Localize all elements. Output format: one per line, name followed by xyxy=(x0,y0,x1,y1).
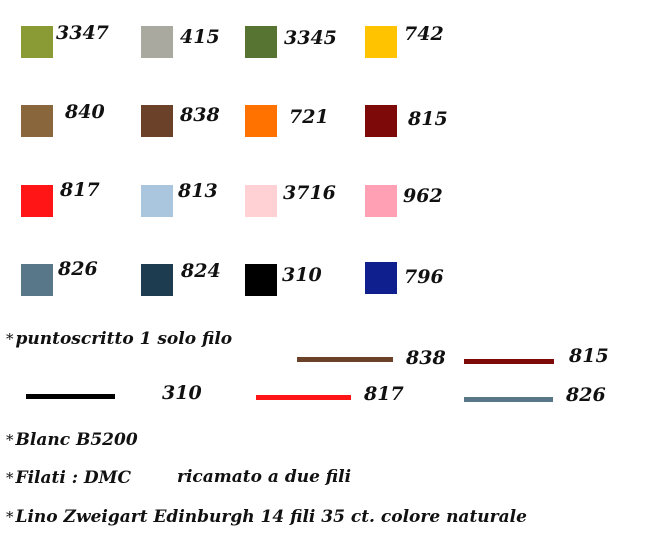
swatch-code: 817 xyxy=(60,179,100,201)
backstitch-line-838 xyxy=(297,357,393,362)
swatch-code: 3345 xyxy=(284,27,337,49)
swatch-813 xyxy=(141,185,173,217)
swatch-815 xyxy=(365,105,397,137)
backstitch-line-826 xyxy=(464,397,553,402)
backstitch-label: puntoscritto 1 solo filo xyxy=(15,329,233,349)
swatch-code: 742 xyxy=(404,23,444,45)
swatch-415 xyxy=(141,26,173,58)
note-lino: * Lino Zweigart Edinburgh 14 fili 35 ct. … xyxy=(6,509,527,526)
backstitch-code: 815 xyxy=(569,345,609,367)
swatch-310 xyxy=(245,264,277,296)
swatch-840 xyxy=(21,105,53,137)
swatch-code: 962 xyxy=(403,185,443,207)
asterisk-icon: * xyxy=(6,469,14,487)
backstitch-code: 826 xyxy=(566,384,606,406)
note-lino-text: Lino Zweigart Edinburgh 14 fili 35 ct. c… xyxy=(15,507,527,527)
note-filati: * Filati : DMC xyxy=(6,470,131,487)
swatch-817 xyxy=(21,185,53,217)
backstitch-code: 838 xyxy=(406,347,446,369)
backstitch-code: 817 xyxy=(364,383,404,405)
asterisk-icon: * xyxy=(6,330,14,348)
swatch-code: 838 xyxy=(180,104,220,126)
swatch-code: 3716 xyxy=(283,182,336,204)
asterisk-icon: * xyxy=(6,431,14,449)
swatch-code: 826 xyxy=(58,258,98,280)
swatch-742 xyxy=(365,26,397,58)
swatch-code: 721 xyxy=(289,106,329,128)
swatch-code: 415 xyxy=(180,26,220,48)
swatch-code: 310 xyxy=(282,264,322,286)
note-blanc-text: Blanc B5200 xyxy=(15,430,138,450)
swatch-code: 3347 xyxy=(56,22,109,44)
swatch-code: 815 xyxy=(408,108,448,130)
swatch-3347 xyxy=(21,26,53,58)
asterisk-icon: * xyxy=(6,508,14,526)
swatch-826 xyxy=(21,264,53,296)
note-blanc: * Blanc B5200 xyxy=(6,432,138,449)
backstitch-line-310 xyxy=(26,394,115,399)
swatch-796 xyxy=(365,262,397,294)
swatch-3716 xyxy=(245,185,277,217)
swatch-code: 824 xyxy=(181,260,221,282)
backstitch-line-817 xyxy=(256,395,351,400)
note-ricamato: ricamato a due fili xyxy=(177,467,352,487)
swatch-824 xyxy=(141,264,173,296)
note-filati-text: Filati : DMC xyxy=(15,468,132,488)
backstitch-code: 310 xyxy=(162,382,202,404)
swatch-962 xyxy=(365,185,397,217)
backstitch-line-815 xyxy=(464,359,554,364)
swatch-721 xyxy=(245,105,277,137)
swatch-838 xyxy=(141,105,173,137)
backstitch-heading: * puntoscritto 1 solo filo xyxy=(6,331,232,348)
swatch-code: 813 xyxy=(178,180,218,202)
swatch-code: 840 xyxy=(65,101,105,123)
swatch-3345 xyxy=(245,26,277,58)
swatch-code: 796 xyxy=(404,266,444,288)
